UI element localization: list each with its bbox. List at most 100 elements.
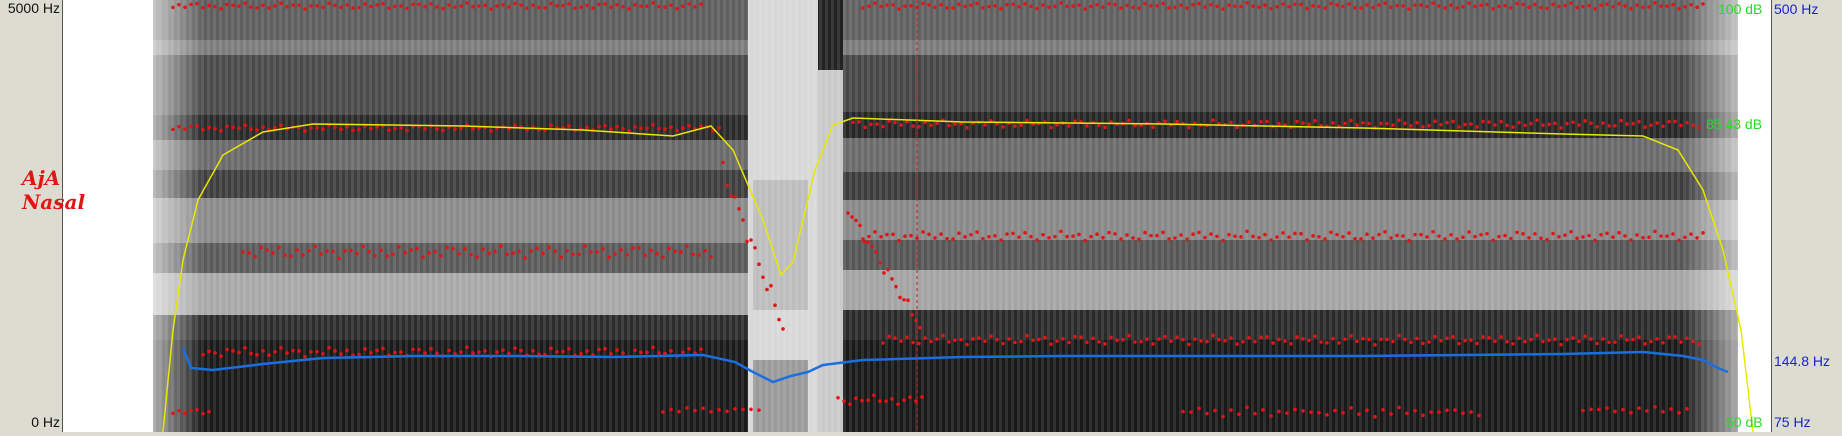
formant-point bbox=[477, 4, 481, 8]
formant-point bbox=[1209, 2, 1213, 7]
formant-point bbox=[1671, 232, 1675, 236]
formant-point bbox=[1605, 231, 1609, 236]
formant-point bbox=[513, 123, 517, 128]
formant-point bbox=[1269, 238, 1273, 242]
formant-point bbox=[879, 235, 883, 239]
formant-point bbox=[709, 409, 713, 414]
formant-point bbox=[1341, 4, 1345, 9]
formant-point bbox=[645, 4, 649, 9]
formant-point bbox=[1167, 237, 1171, 241]
formant-point bbox=[333, 349, 337, 353]
formant-point bbox=[1071, 4, 1075, 8]
formant-point bbox=[1581, 4, 1585, 9]
formant-point bbox=[333, 125, 337, 130]
formant-point bbox=[1647, 5, 1651, 9]
formant-point bbox=[213, 4, 217, 9]
formant-point bbox=[1373, 342, 1377, 347]
formant-point bbox=[1551, 2, 1555, 7]
formant-point bbox=[857, 120, 861, 124]
spectrogram-canvas[interactable] bbox=[63, 0, 1771, 432]
formant-point bbox=[951, 237, 955, 241]
formant-point bbox=[1203, 5, 1207, 9]
formant-point bbox=[890, 397, 894, 401]
formant-point bbox=[651, 345, 655, 350]
formant-point bbox=[219, 6, 223, 11]
formant-point bbox=[1305, 238, 1309, 242]
formant-point bbox=[729, 194, 733, 198]
formant-point bbox=[249, 5, 253, 9]
formant-point bbox=[848, 402, 852, 407]
formant-point bbox=[777, 317, 781, 322]
formant-point bbox=[333, 3, 337, 8]
formant-point bbox=[1317, 411, 1321, 415]
formant-point bbox=[645, 126, 649, 131]
formant-point bbox=[1649, 339, 1653, 344]
formant-point bbox=[351, 128, 355, 132]
formant-point bbox=[867, 4, 871, 9]
formant-point bbox=[513, 1, 517, 6]
formant-point bbox=[1421, 124, 1425, 129]
formant-point bbox=[295, 248, 299, 252]
formant-point bbox=[1695, 236, 1699, 240]
formant-point bbox=[1293, 2, 1297, 7]
formant-point bbox=[1233, 4, 1237, 8]
formant-point bbox=[1041, 232, 1045, 237]
formant-point bbox=[609, 351, 613, 356]
formant-tracks bbox=[171, 1, 1705, 419]
formant-point bbox=[501, 348, 505, 352]
formant-point bbox=[1065, 4, 1069, 9]
tier-label-line2: Nasal bbox=[22, 190, 86, 214]
formant-point bbox=[1597, 407, 1601, 412]
formant-point bbox=[1613, 124, 1617, 128]
formant-point bbox=[553, 249, 557, 254]
formant-point bbox=[887, 119, 891, 123]
formant-point bbox=[1125, 233, 1129, 237]
formant-point bbox=[1509, 5, 1513, 10]
formant-point bbox=[1527, 236, 1531, 240]
formant-point bbox=[1277, 409, 1281, 414]
formant-point bbox=[1541, 123, 1545, 127]
formant-point bbox=[213, 126, 217, 131]
formant-point bbox=[1189, 410, 1193, 414]
formant-point bbox=[1293, 231, 1297, 236]
formant-point bbox=[1283, 339, 1287, 343]
formant-point bbox=[1491, 238, 1495, 243]
formant-point bbox=[661, 255, 665, 260]
formant-point bbox=[319, 252, 323, 256]
formant-point bbox=[846, 211, 850, 215]
formant-point bbox=[875, 122, 879, 126]
formant-point bbox=[1175, 335, 1179, 340]
formant-point bbox=[1089, 234, 1093, 239]
formant-point bbox=[291, 348, 295, 353]
formant-point bbox=[1677, 238, 1681, 243]
formant-point bbox=[1205, 339, 1209, 344]
formant-point bbox=[393, 126, 397, 131]
formant-point bbox=[697, 253, 701, 257]
formant-point bbox=[489, 129, 493, 133]
formant-point bbox=[1433, 119, 1437, 124]
formant-point bbox=[923, 336, 927, 340]
formant-point bbox=[1431, 1, 1435, 5]
formant-point bbox=[1259, 119, 1263, 124]
formant-point bbox=[207, 3, 211, 8]
formant-point bbox=[957, 2, 961, 6]
formant-point bbox=[1677, 411, 1681, 415]
formant-point bbox=[201, 352, 205, 357]
formant-point bbox=[535, 246, 539, 251]
formant-point bbox=[1623, 4, 1627, 8]
formant-point bbox=[1497, 4, 1501, 9]
formant-point bbox=[423, 351, 427, 355]
formant-point bbox=[1413, 3, 1417, 7]
formant-point bbox=[1191, 3, 1195, 7]
spectrogram-panel[interactable] bbox=[62, 0, 1772, 432]
formant-point bbox=[897, 238, 901, 243]
formant-point bbox=[225, 2, 229, 7]
formant-point bbox=[561, 3, 565, 8]
formant-point bbox=[1607, 340, 1611, 345]
formant-point bbox=[1463, 122, 1467, 127]
formant-point bbox=[1247, 335, 1251, 340]
formant-point bbox=[773, 303, 777, 307]
formant-point bbox=[1461, 5, 1465, 9]
formant-point bbox=[1347, 2, 1351, 6]
formant-point bbox=[850, 215, 854, 219]
